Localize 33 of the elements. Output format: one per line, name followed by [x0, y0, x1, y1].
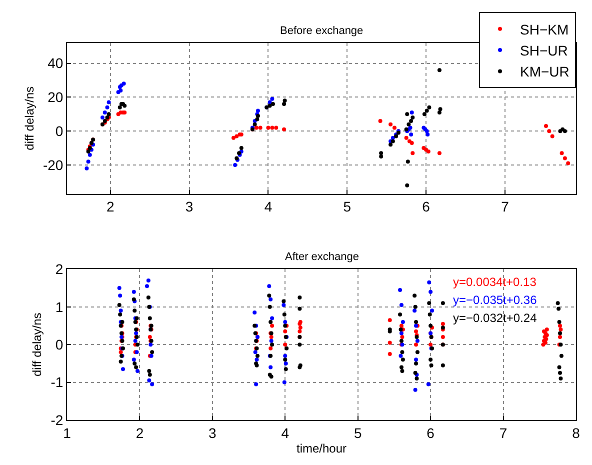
y-tick-label: 40: [48, 55, 64, 72]
x-tick-label: 5: [343, 198, 352, 215]
x-tick-label: 4: [281, 424, 290, 441]
x-tick-label: 8: [572, 424, 580, 441]
chart-title: After exchange: [285, 251, 359, 263]
x-tick-label: 6: [426, 424, 435, 441]
x-tick-label: 3: [208, 424, 217, 441]
annotation: y=0.0034t+0.13: [453, 275, 537, 289]
x-tick-label: 2: [136, 424, 144, 441]
x-tick-label: 6: [422, 198, 430, 215]
x-tick-label: 2: [106, 198, 114, 215]
y-tick-label: 20: [48, 89, 64, 106]
legend-label: SH−KM: [520, 21, 569, 38]
y-tick-label: 2: [55, 261, 64, 278]
x-tick-label: 7: [501, 198, 510, 215]
y-tick-label: 1: [55, 298, 64, 315]
legend-label: SH−UR: [520, 42, 568, 58]
y-tick-label: 0: [55, 336, 64, 352]
y-tick-label: -20: [42, 156, 64, 173]
x-tick-label: 7: [499, 424, 508, 441]
y-axis-title: diff delay/ns: [30, 312, 44, 377]
annotation: y=−0.035t+0.36: [453, 293, 538, 307]
y-tick-label: 0: [55, 123, 64, 140]
annotation: y=−0.032t+0.24: [453, 311, 538, 325]
y-tick-label: -2: [50, 412, 64, 428]
x-tick-label: 5: [354, 424, 362, 441]
x-tick-label: 3: [185, 198, 194, 215]
y-axis-title: diff delay/ns: [22, 86, 36, 150]
y-tick-label: -1: [50, 374, 64, 390]
legend-label: KM−UR: [520, 64, 570, 80]
x-tick-label: 4: [264, 198, 272, 215]
x-axis-title: time/hour: [296, 442, 347, 456]
chart-title: Before exchange: [280, 25, 364, 37]
